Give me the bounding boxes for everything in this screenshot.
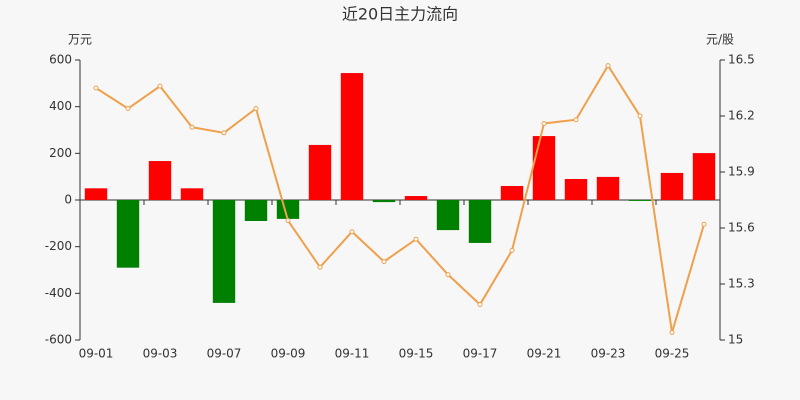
price-point [253, 106, 259, 112]
bar [404, 196, 428, 200]
x-tick-label: 09-23 [591, 347, 626, 361]
bar [116, 200, 140, 268]
price-point [125, 106, 131, 112]
y-tick-label: 400 [49, 99, 72, 113]
bar [84, 188, 108, 200]
bar [564, 179, 588, 200]
price-point [605, 63, 611, 69]
bar [596, 176, 620, 200]
y-tick-label: -600 [45, 333, 72, 347]
bar [180, 188, 204, 200]
bar [660, 172, 684, 200]
bar [372, 200, 396, 203]
price-point [477, 302, 483, 308]
bar [436, 200, 460, 231]
price-point [701, 221, 707, 227]
price-point [445, 272, 451, 278]
x-tick-label: 09-15 [399, 347, 434, 361]
price-point [637, 113, 643, 119]
y2-tick-label: 16.2 [728, 109, 755, 123]
y-axis-unit: 万元 [68, 33, 92, 47]
bar [148, 161, 172, 200]
bar [308, 144, 332, 200]
y2-tick-label: 15 [728, 333, 743, 347]
price-point [189, 124, 195, 130]
x-tick-label: 09-07 [207, 347, 242, 361]
bar [276, 200, 300, 219]
bar [628, 200, 652, 201]
y2-tick-label: 15.9 [728, 165, 755, 179]
x-tick-label: 09-17 [463, 347, 498, 361]
bar [468, 200, 492, 243]
x-tick-label: 09-11 [335, 347, 370, 361]
bar [692, 153, 716, 200]
x-tick-label: 09-21 [527, 347, 562, 361]
price-point [157, 83, 163, 89]
y-tick-label: 0 [64, 193, 72, 207]
y-tick-label: 600 [49, 53, 72, 67]
bar [500, 186, 524, 200]
bar [340, 73, 364, 200]
y-tick-label: -400 [45, 286, 72, 300]
y2-tick-label: 15.6 [728, 221, 755, 235]
y2-axis-unit: 元/股 [706, 33, 734, 47]
bar [532, 136, 556, 200]
price-point [541, 120, 547, 126]
price-point [285, 218, 291, 224]
bar [212, 200, 236, 303]
price-point [349, 229, 355, 235]
y2-tick-label: 15.3 [728, 277, 755, 291]
y-tick-label: -200 [45, 239, 72, 253]
price-point [413, 236, 419, 242]
price-point [669, 330, 675, 336]
price-point [573, 117, 579, 123]
price-point [509, 247, 515, 253]
chart-title: 近20日主力流向 [342, 5, 458, 24]
price-point [381, 259, 387, 265]
price-line [95, 63, 705, 333]
x-tick-label: 09-25 [655, 347, 690, 361]
x-tick-label: 09-09 [271, 347, 306, 361]
price-point [317, 264, 323, 270]
bar [244, 200, 268, 221]
price-point [221, 130, 227, 136]
y-tick-label: 200 [49, 146, 72, 160]
price-point [93, 85, 99, 91]
x-tick-label: 09-03 [143, 347, 178, 361]
y2-tick-label: 16.5 [728, 53, 755, 67]
x-tick-label: 09-01 [79, 347, 114, 361]
